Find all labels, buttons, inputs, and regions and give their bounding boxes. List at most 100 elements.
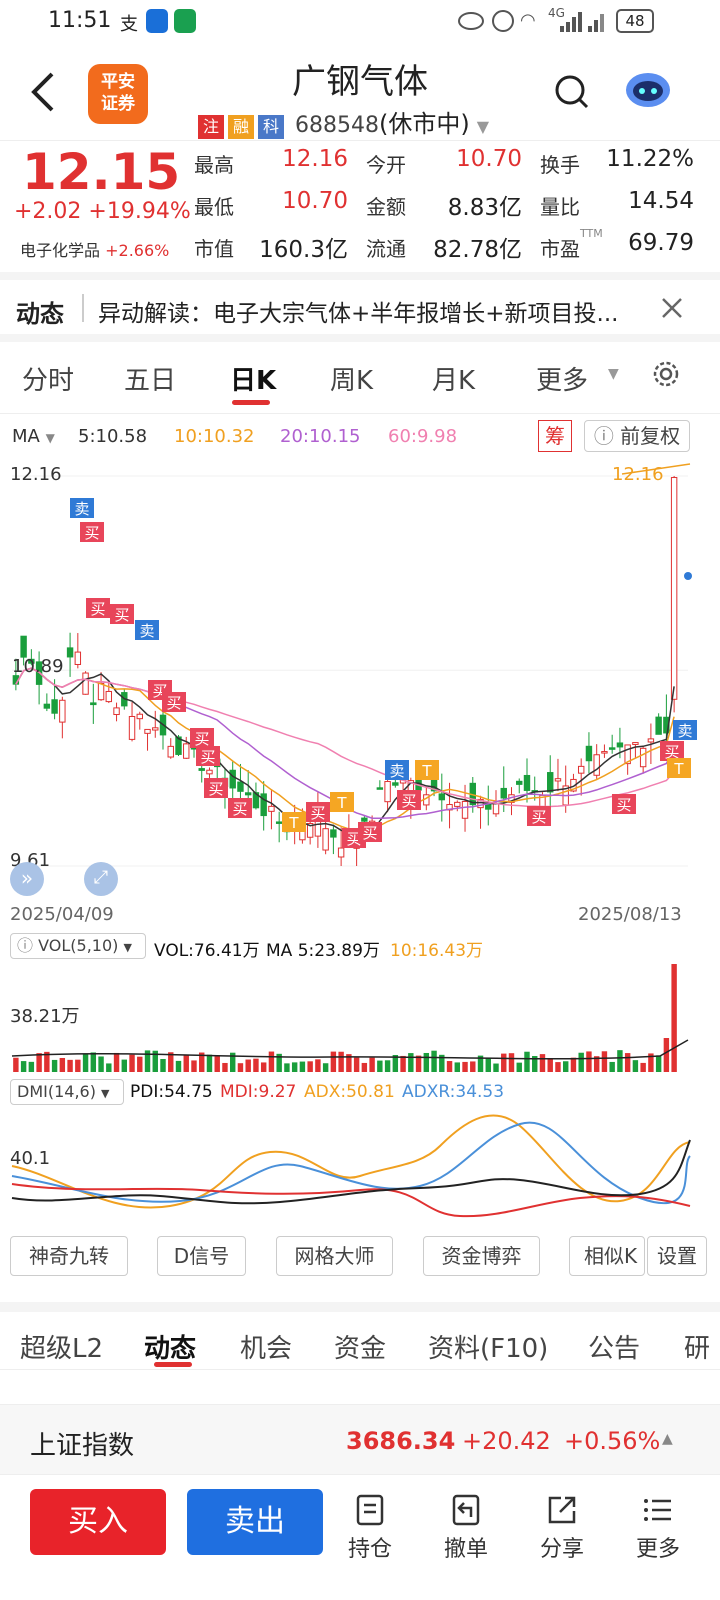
tab-monthly-k[interactable]: 月K [432, 366, 476, 396]
dmi-chart[interactable] [0, 1106, 720, 1222]
trade-marker-buy [196, 746, 220, 766]
tab-five-day[interactable]: 五日 [124, 366, 177, 396]
candle-body [128, 715, 136, 740]
volume-bar [578, 1052, 584, 1072]
close-icon[interactable] [660, 296, 684, 320]
volume-bar [508, 1053, 515, 1072]
tool-buttons: 神奇九转 D信号 网格大师 资金博弈 相似K 设置 [0, 1234, 720, 1280]
tab-funds[interactable]: 资金 [334, 1334, 387, 1364]
tab-news[interactable]: 动态 [144, 1334, 197, 1364]
volume-bar [315, 1059, 321, 1072]
trade-marker-label: 买 [346, 830, 361, 848]
trade-marker-buy [660, 741, 684, 761]
candle-body [51, 699, 58, 714]
trade-marker-label: 买 [310, 804, 325, 822]
ma-selector[interactable]: MA ▼ [12, 426, 55, 447]
tag-margin: 融 [228, 115, 254, 139]
candle-body [361, 817, 368, 822]
dmi-adxr: ADXR:34.53 [402, 1082, 505, 1102]
gear-icon[interactable] [650, 358, 682, 390]
tool-nine-turn[interactable]: 神奇九转 [10, 1236, 128, 1276]
candle-body [198, 768, 205, 771]
volume-ma-line [11, 1039, 689, 1060]
tab-research[interactable]: 研 [684, 1334, 711, 1364]
candle-body [306, 822, 314, 838]
trade-marker-label: 买 [362, 824, 377, 842]
candle-body [113, 707, 120, 716]
stock-subtitle[interactable]: 注融科 688548(休市中) ▼ [198, 104, 489, 139]
dmi-pdi: PDI:54.75 [130, 1082, 213, 1102]
tab-daily-k[interactable]: 日K [230, 366, 277, 396]
sell-button[interactable]: 卖出 [187, 1489, 323, 1555]
tool-grid-master[interactable]: 网格大师 [276, 1236, 393, 1276]
index-pct: +0.56% [564, 1427, 661, 1455]
tool-fund-game[interactable]: 资金博弈 [423, 1236, 540, 1276]
volume-bar [291, 1062, 298, 1072]
candle-body [585, 745, 593, 762]
trade-marker-label: 卖 [74, 500, 89, 518]
volume-bar [617, 1050, 623, 1072]
quote-label: 换手 [540, 153, 580, 177]
tab-f10[interactable]: 资料(F10) [428, 1334, 549, 1364]
volume-bar [82, 1053, 89, 1072]
volume-bar [624, 1053, 631, 1072]
tab-opportunity[interactable]: 机会 [240, 1334, 293, 1364]
volume-bar [268, 1051, 275, 1072]
wifi-icon: ◠ [520, 10, 536, 31]
status-time: 11:51 [48, 8, 112, 33]
candle-body [616, 742, 624, 748]
candle-body [28, 658, 35, 664]
nav-cancel-order[interactable]: 撤单 [426, 1493, 506, 1563]
trade-marker-label: 买 [616, 796, 631, 814]
chip-distribution-button[interactable]: 筹 [538, 420, 572, 452]
tool-similar-k[interactable]: 相似K [569, 1236, 645, 1276]
volume-chart[interactable] [0, 962, 720, 1076]
date-start: 2025/04/09 [10, 904, 114, 925]
expand-left-icon[interactable]: » [10, 862, 44, 896]
fullscreen-icon[interactable]: ⤢ [84, 862, 118, 896]
nav-share[interactable]: 分享 [522, 1493, 602, 1563]
candle-body [608, 747, 616, 750]
volume-bar [454, 1062, 461, 1072]
candle-body [229, 769, 236, 789]
index-ticker[interactable]: 上证指数 3686.34 +20.42 +0.56% ▲ [0, 1404, 720, 1474]
vol-indicator-selector[interactable]: ⓘ VOL(5,10) ▼ [10, 933, 146, 959]
volume-bar [284, 1063, 290, 1072]
candle-body [670, 477, 678, 700]
candle-body [384, 781, 391, 803]
sector-info[interactable]: 电子化学品 +2.66% [20, 241, 170, 260]
volume-bar [28, 1061, 35, 1072]
trade-marker-sell [673, 720, 697, 740]
quote-label: 最高 [194, 153, 234, 177]
ttm-label: TTM [580, 227, 603, 240]
trade-marker-label: 买 [200, 748, 215, 766]
tab-more[interactable]: 更多 [536, 366, 589, 396]
tab-weekly-k[interactable]: 周K [330, 366, 374, 396]
tab-announcement[interactable]: 公告 [588, 1334, 641, 1364]
search-icon[interactable] [554, 74, 590, 110]
adjust-button[interactable]: ⓘ 前复权 [584, 420, 690, 452]
tab-super-l2[interactable]: 超级L2 [20, 1334, 104, 1364]
volume-bar [408, 1053, 414, 1072]
volume-bar [160, 1058, 166, 1072]
robot-assistant-icon[interactable] [622, 66, 674, 110]
nav-more[interactable]: 更多 [618, 1493, 698, 1563]
nav-position[interactable]: 持仓 [330, 1493, 410, 1563]
buy-button[interactable]: 买入 [30, 1489, 166, 1555]
news-bar[interactable]: 动态 异动解读：电子大宗气体+半年报增长+新项目投... [0, 272, 720, 342]
alarm-icon [492, 10, 514, 32]
trade-marker-buy [86, 598, 110, 618]
volume-bar [400, 1055, 406, 1072]
candle-body [547, 772, 554, 793]
chevron-up-icon[interactable]: ▲ [662, 1431, 673, 1447]
price-axis-high: 12.16 [10, 464, 62, 485]
trade-bar: 买入 卖出 持仓 撤单 分享 更多 [0, 1474, 720, 1600]
vol-ma10-value: 10:16.43万 [390, 941, 484, 961]
tool-settings[interactable]: 设置 [647, 1236, 707, 1276]
tool-d-signal[interactable]: D信号 [157, 1236, 246, 1276]
back-icon[interactable] [28, 70, 58, 114]
candle-body [74, 651, 82, 665]
tab-intraday[interactable]: 分时 [22, 366, 75, 396]
dmi-indicator-selector[interactable]: DMI(14,6) ▼ [10, 1079, 124, 1105]
